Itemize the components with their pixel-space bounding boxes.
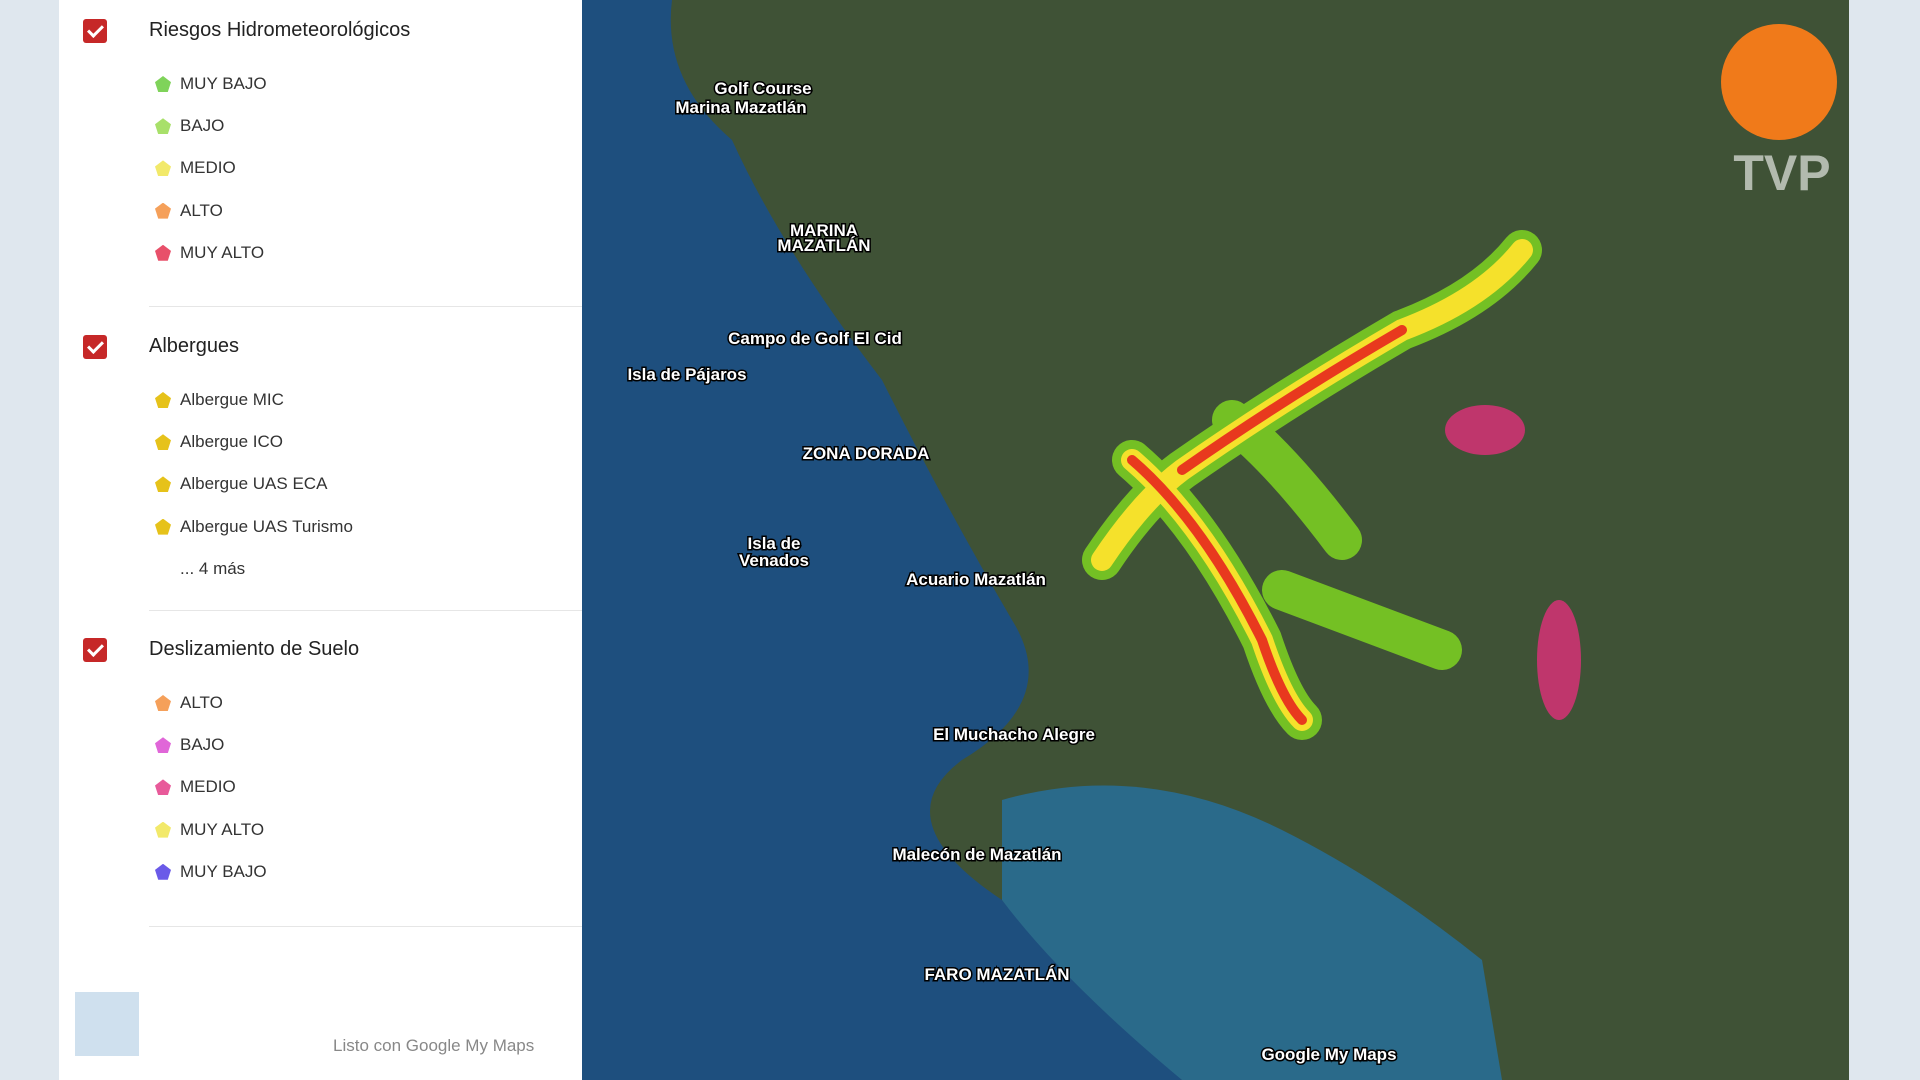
layer-checkbox[interactable]	[83, 335, 107, 359]
item-label[interactable]: ALTO	[180, 200, 223, 220]
slide-area	[1445, 405, 1525, 455]
item-icon	[155, 695, 171, 711]
item-label[interactable]: BAJO	[180, 116, 225, 136]
item-label[interactable]: MEDIO	[180, 777, 236, 797]
divider	[149, 926, 582, 927]
place-label[interactable]: Marina Mazatlán	[674, 97, 808, 119]
place-label[interactable]: Isla de Pájaros	[626, 364, 748, 386]
item-label[interactable]: MUY ALTO	[180, 819, 265, 839]
google-logo: Google My Maps	[1261, 1045, 1396, 1064]
place-label[interactable]: Malecón de Mazatlán	[891, 844, 1063, 866]
lagoon	[1002, 785, 1502, 1080]
item-icon	[155, 160, 171, 177]
divider	[149, 610, 582, 611]
item-icon	[155, 863, 171, 880]
place-label[interactable]: MARINA	[789, 220, 860, 242]
item-icon	[155, 779, 171, 796]
item-icon	[155, 821, 171, 838]
item-icon	[155, 118, 171, 135]
watermark: TVP	[1733, 145, 1830, 201]
slide-area	[1537, 600, 1581, 720]
item-label[interactable]: ALTO	[180, 693, 223, 712]
layer-panel: Listo con Google My Maps Riesgos Hidrome…	[59, 0, 582, 1080]
place-label[interactable]: FARO MAZATLÁN	[923, 964, 1071, 986]
item-label[interactable]: MUY BAJO	[180, 861, 267, 881]
more-link[interactable]: ... 4 más	[180, 558, 246, 578]
item-label[interactable]: Albergue MIC	[180, 390, 284, 409]
place-label[interactable]: ZONA DORADA	[801, 443, 931, 465]
item-label[interactable]: MUY BAJO	[180, 74, 267, 93]
item-icon	[155, 476, 171, 493]
place-label[interactable]: Golf Course	[713, 78, 813, 100]
place-label[interactable]: Acuario Mazatlán	[905, 569, 1048, 591]
layer-title[interactable]: Albergues	[149, 335, 240, 357]
layer-title[interactable]: Deslizamiento de Suelo	[149, 638, 360, 660]
place-label[interactable]: Isla de	[746, 533, 802, 555]
layer-title[interactable]: Riesgos Hidrometeorológicos	[149, 19, 411, 41]
layer-checkbox[interactable]	[83, 638, 107, 662]
sea	[582, 0, 1182, 1080]
layer-checkbox[interactable]	[83, 19, 107, 43]
item-label[interactable]: MEDIO	[180, 158, 236, 178]
item-icon	[155, 76, 171, 92]
place-label[interactable]: Venados	[738, 550, 811, 572]
footer[interactable]: Listo con Google My Maps	[333, 1036, 535, 1055]
item-icon	[155, 392, 171, 408]
item-label[interactable]: Albergue UAS ECA	[180, 474, 328, 494]
place-label[interactable]: El Muchacho Alegre	[932, 724, 1097, 746]
item-icon	[155, 202, 171, 219]
place-label[interactable]: Campo de Golf El Cid	[727, 328, 904, 350]
tv-logo	[1721, 24, 1837, 140]
place-label[interactable]: MAZATLÁN	[776, 235, 872, 257]
item-icon	[155, 737, 171, 754]
item-icon	[155, 244, 171, 261]
item-icon	[155, 434, 171, 451]
item-label[interactable]: Albergue ICO	[180, 432, 283, 452]
divider	[149, 306, 582, 307]
item-label[interactable]: MUY ALTO	[180, 242, 265, 262]
item-label[interactable]: BAJO	[180, 735, 225, 755]
item-label[interactable]: Albergue UAS Turismo	[180, 516, 353, 536]
risk-area	[1127, 325, 1407, 725]
base-map-thumb[interactable]	[75, 992, 139, 1056]
item-icon	[155, 518, 171, 535]
